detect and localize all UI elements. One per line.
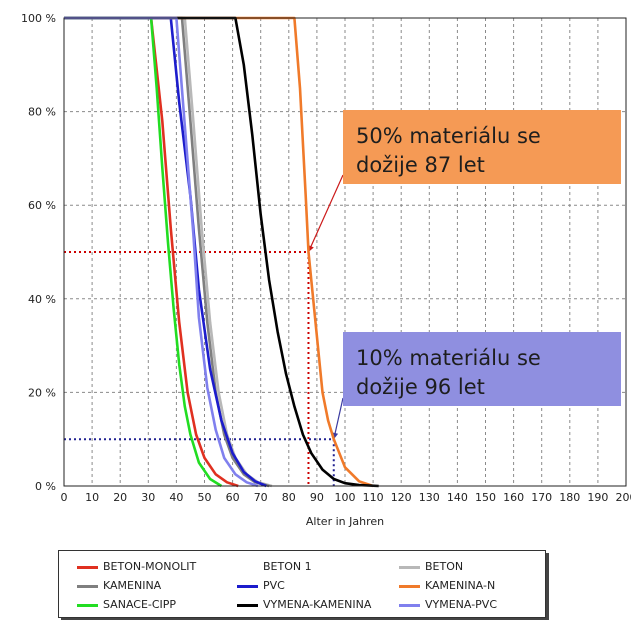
legend-swatch: [237, 566, 258, 569]
legend-item: KAMENINA-N: [399, 579, 495, 592]
annotation-10-line-1: 10% materiálu se: [356, 344, 611, 373]
legend-label: VYMENA-KAMENINA: [263, 598, 371, 611]
annotation-10-percent: 10% materiálu se dožije 96 let: [343, 332, 621, 406]
x-tick-label: 70: [254, 491, 268, 504]
legend-swatch: [399, 604, 420, 607]
x-tick-label: 170: [531, 491, 552, 504]
tick-labels: 0 10 20 30 40 50 60 70 80 90 100 110 120 130 140 150 160…: [21, 12, 631, 504]
x-tick-label: 60: [226, 491, 240, 504]
y-tick-label: 40 %: [28, 293, 56, 306]
x-tick-label: 100: [335, 491, 356, 504]
annotation-arrow: [332, 398, 343, 439]
legend-swatch: [77, 604, 98, 607]
legend-swatch: [77, 585, 98, 588]
x-tick-label: 20: [113, 491, 127, 504]
annotation-50-percent: 50% materiálu se dožije 87 let: [343, 110, 621, 184]
legend-item: BETON-MONOLIT: [77, 560, 196, 573]
annotation-50-line-1: 50% materiálu se: [356, 122, 611, 151]
legend-label: PVC: [263, 579, 285, 592]
annotation-arrow: [308, 175, 343, 252]
legend-item: KAMENINA: [77, 579, 161, 592]
legend-swatch: [399, 585, 420, 588]
legend-label: BETON-MONOLIT: [103, 560, 196, 573]
x-tick-label: 10: [85, 491, 99, 504]
legend-item: BETON: [399, 560, 463, 573]
x-tick-label: 130: [419, 491, 440, 504]
legend-swatch: [399, 566, 420, 569]
legend-item: SANACE-CIPP: [77, 598, 176, 611]
legend-label: BETON 1: [263, 560, 312, 573]
annotation-50-line-2: dožije 87 let: [356, 151, 611, 180]
series-line: [64, 18, 221, 486]
y-tick-label: 80 %: [28, 106, 56, 119]
y-tick-label: 20 %: [28, 386, 56, 399]
legend-label: VYMENA-PVC: [425, 598, 497, 611]
legend-swatch: [77, 566, 98, 569]
x-tick-label: 40: [169, 491, 183, 504]
legend-label: SANACE-CIPP: [103, 598, 176, 611]
legend: BETON-MONOLIT BETON 1 BETON KAMENINA PVC KAME…: [58, 550, 546, 618]
x-tick-label: 140: [447, 491, 468, 504]
x-tick-label: 90: [310, 491, 324, 504]
x-axis-label: Alter in Jahren: [306, 515, 384, 528]
y-tick-label: 100 %: [21, 12, 56, 25]
reference-line: [64, 252, 308, 486]
series-lines: [64, 18, 379, 486]
chart-svg: 0 10 20 30 40 50 60 70 80 90 100 110 120 130 140 150 160…: [0, 0, 631, 548]
legend-item: PVC: [237, 579, 285, 592]
x-tick-label: 150: [475, 491, 496, 504]
y-tick-label: 0 %: [35, 480, 56, 493]
x-tick-label: 180: [559, 491, 580, 504]
legend-item: VYMENA-PVC: [399, 598, 497, 611]
x-tick-label: 50: [198, 491, 212, 504]
legend-item: BETON 1: [237, 560, 312, 573]
legend-label: KAMENINA: [103, 579, 161, 592]
x-tick-label: 80: [282, 491, 296, 504]
legend-item: VYMENA-KAMENINA: [237, 598, 371, 611]
legend-swatch: [237, 604, 258, 607]
annotation-10-line-2: dožije 96 let: [356, 373, 611, 402]
y-tick-label: 60 %: [28, 199, 56, 212]
legend-swatch: [237, 585, 258, 588]
legend-label: KAMENINA-N: [425, 579, 495, 592]
grid: [64, 18, 626, 486]
legend-label: BETON: [425, 560, 463, 573]
x-tick-label: 120: [391, 491, 412, 504]
x-tick-label: 200: [616, 491, 631, 504]
x-tick-label: 160: [503, 491, 524, 504]
x-tick-label: 110: [363, 491, 384, 504]
x-tick-label: 0: [61, 491, 68, 504]
x-tick-label: 190: [587, 491, 608, 504]
x-tick-label: 30: [141, 491, 155, 504]
